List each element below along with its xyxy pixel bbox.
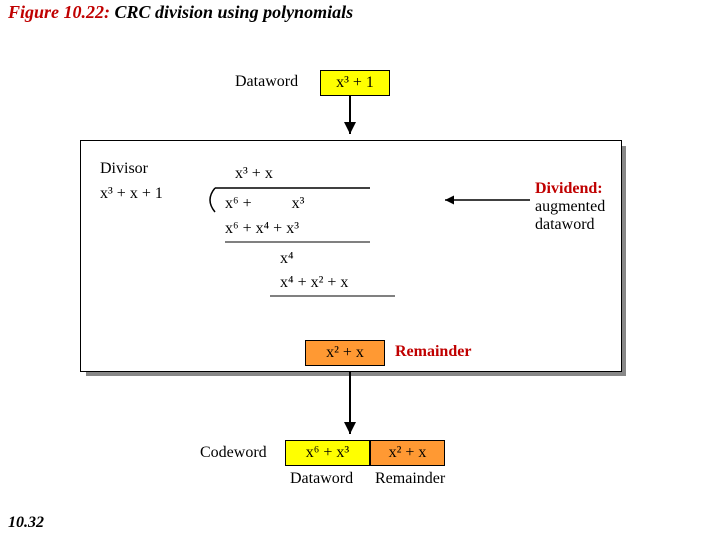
codeword-remainder-caption: Remainder [375,470,445,488]
codeword-dataword-box: x⁶ + x³ [285,440,370,466]
codeword-remainder-box: x² + x [370,440,445,466]
codeword-label: Codeword [200,444,267,462]
codeword-dataword-caption: Dataword [290,470,353,488]
diagram-canvas: Dataword x³ + 1 Divisor x³ + x + 1 x³ + … [0,0,720,540]
